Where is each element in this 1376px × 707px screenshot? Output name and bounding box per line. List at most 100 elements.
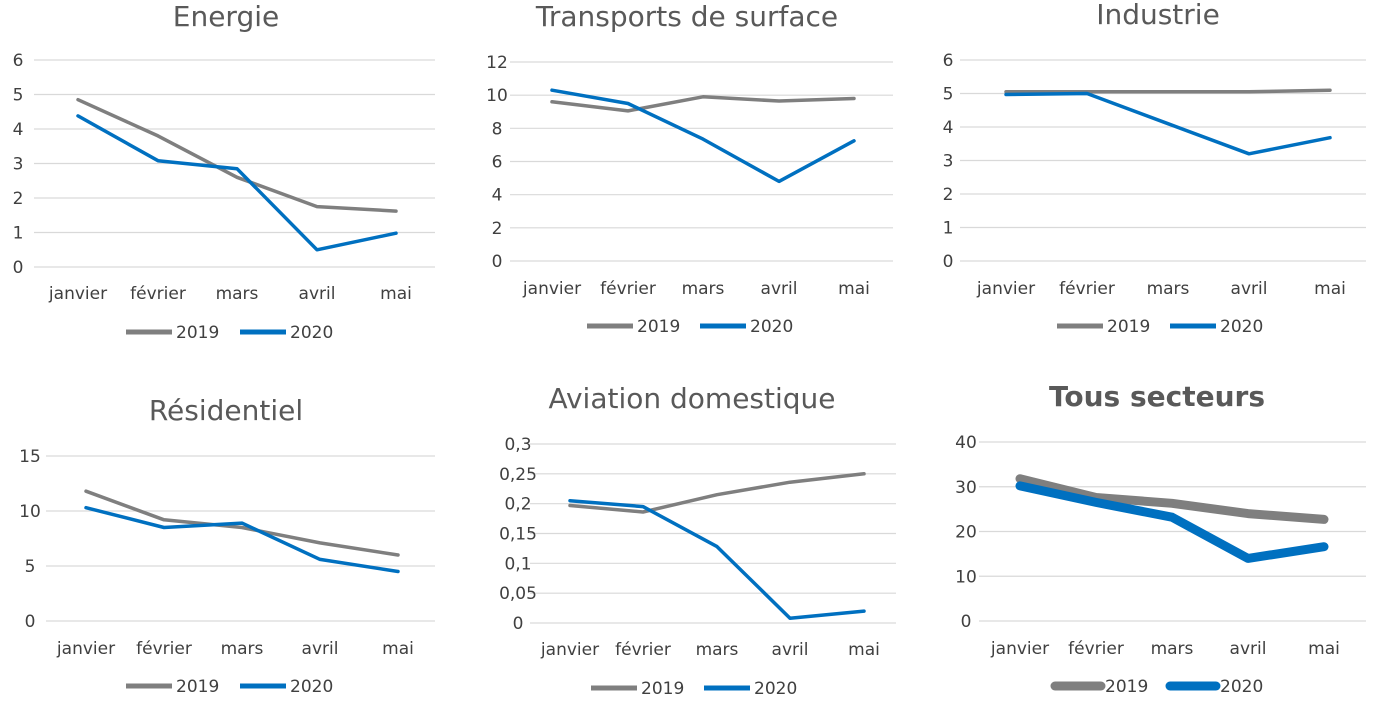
series-line-2020 <box>550 88 856 184</box>
chart-title: Résidentiel <box>149 394 303 427</box>
x-tick-label: avril <box>772 640 809 660</box>
x-tick-label: mars <box>696 640 739 660</box>
series-line-2020 <box>76 114 398 252</box>
chart-panel-1: Energie 0 1 2 3 4 5 6 janvier février mars avril mai… <box>13 0 435 343</box>
series-line-2019 <box>1015 474 1329 524</box>
chart-panel-4: Résidentiel 0 5 10 15 janvier février mars avril… <box>19 394 435 697</box>
x-tick-label: mai <box>1308 639 1340 659</box>
y-tick-label: 0,05 <box>499 584 537 604</box>
y-tick-label: 8 <box>492 119 503 139</box>
y-tick-label: 0,2 <box>504 495 531 515</box>
legend-label: 2019 <box>176 323 219 343</box>
y-tick-label: 12 <box>486 53 508 73</box>
series-line-2020 <box>1004 91 1332 156</box>
y-tick-label: 6 <box>13 51 24 71</box>
chart-panel-5: Aviation domestique 0 0,05 0,1 0,15 0,2 0,25 0,… <box>499 382 896 699</box>
legend-label: 2019 <box>1105 677 1148 697</box>
series-line-2019 <box>84 489 400 557</box>
series-line-2020 <box>568 498 866 620</box>
y-tick-label: 1 <box>943 219 954 239</box>
legend-label: 2020 <box>754 679 797 699</box>
chart-title: Energie <box>173 0 279 33</box>
x-tick-label: janvier <box>56 639 115 659</box>
legend-label: 2020 <box>290 323 333 343</box>
x-tick-label: avril <box>302 639 339 659</box>
series-line-2020 <box>1015 481 1329 563</box>
series-line-2019 <box>1004 88 1332 94</box>
y-tick-label: 2 <box>943 185 954 205</box>
y-tick-label: 0 <box>961 612 972 632</box>
chart-title: Tous secteurs <box>1049 380 1265 413</box>
legend-label: 2019 <box>176 677 219 697</box>
y-tick-label: 10 <box>19 502 41 522</box>
x-tick-label: mars <box>1147 279 1190 299</box>
y-tick-label: 0,25 <box>499 465 537 485</box>
y-tick-label: 6 <box>943 51 954 71</box>
x-tick-label: janvier <box>990 639 1049 659</box>
x-tick-label: janvier <box>522 279 581 299</box>
y-tick-label: 4 <box>492 186 503 206</box>
legend-label: 2019 <box>641 679 684 699</box>
y-tick-label: 0 <box>513 614 524 634</box>
series-line-2020 <box>84 505 400 574</box>
x-tick-label: avril <box>761 279 798 299</box>
y-tick-label: 0,1 <box>504 554 531 574</box>
y-tick-label: 5 <box>943 85 954 105</box>
y-tick-label: 4 <box>943 118 954 138</box>
x-tick-label: avril <box>1230 639 1267 659</box>
x-tick-label: février <box>1059 279 1115 299</box>
y-tick-label: 20 <box>955 523 977 543</box>
series-line-2019 <box>550 95 856 113</box>
chart-title: Transports de surface <box>535 0 838 33</box>
y-tick-label: 15 <box>19 447 41 467</box>
x-tick-label: mars <box>216 284 259 304</box>
x-tick-label: mai <box>380 284 412 304</box>
y-tick-label: 5 <box>25 557 36 577</box>
y-tick-label: 2 <box>13 189 24 209</box>
y-tick-label: 3 <box>13 155 24 175</box>
chart-panel-3: Industrie 0 1 2 3 4 5 6 janvier février mars avril m… <box>943 0 1366 337</box>
x-tick-label: avril <box>299 284 336 304</box>
x-tick-label: mai <box>1314 279 1346 299</box>
x-tick-label: février <box>615 640 671 660</box>
chart-title: Aviation domestique <box>548 382 835 415</box>
legend-label: 2020 <box>290 677 333 697</box>
x-tick-label: mars <box>682 279 725 299</box>
x-tick-label: février <box>136 639 192 659</box>
chart-panel-2: Transports de surface 0 2 4 6 8 10 12 janvier fév… <box>486 0 893 337</box>
y-tick-label: 5 <box>13 86 24 106</box>
x-tick-label: mai <box>838 279 870 299</box>
x-tick-label: mai <box>382 639 414 659</box>
series-line-2019 <box>568 472 866 514</box>
y-tick-label: 0 <box>25 612 36 632</box>
legend-label: 2019 <box>1107 317 1150 337</box>
x-tick-label: janvier <box>976 279 1035 299</box>
y-tick-label: 40 <box>955 433 977 453</box>
x-tick-label: janvier <box>540 640 599 660</box>
series-line-2019 <box>76 97 398 213</box>
x-tick-label: janvier <box>48 284 107 304</box>
x-tick-label: avril <box>1231 279 1268 299</box>
legend-label: 2019 <box>637 317 680 337</box>
y-tick-label: 0 <box>943 252 954 272</box>
x-tick-label: mai <box>848 640 880 660</box>
y-tick-label: 0 <box>13 258 24 278</box>
x-tick-label: février <box>1068 639 1124 659</box>
chart-title: Industrie <box>1096 0 1220 31</box>
y-tick-label: 1 <box>13 224 24 244</box>
y-tick-label: 6 <box>492 153 503 173</box>
y-tick-label: 2 <box>492 219 503 239</box>
y-tick-label: 4 <box>13 120 24 140</box>
x-tick-label: février <box>600 279 656 299</box>
y-tick-label: 10 <box>955 567 977 587</box>
y-tick-label: 0,15 <box>499 525 537 545</box>
y-tick-label: 3 <box>943 152 954 172</box>
y-tick-label: 0,3 <box>504 435 531 455</box>
y-tick-label: 10 <box>486 86 508 106</box>
y-tick-label: 30 <box>955 478 977 498</box>
x-tick-label: février <box>130 284 186 304</box>
legend-label: 2020 <box>1220 317 1263 337</box>
legend-label: 2020 <box>750 317 793 337</box>
x-tick-label: mars <box>221 639 264 659</box>
